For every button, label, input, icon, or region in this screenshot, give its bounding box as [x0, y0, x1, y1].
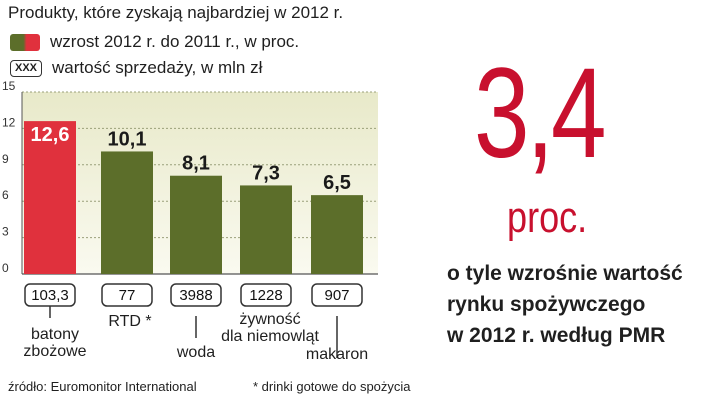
bar-value-label: 7,3 [252, 162, 280, 184]
legend-item-sales: XXX wartość sprzedaży, w mln zł [10, 58, 262, 78]
sales-value-box [101, 283, 153, 307]
y-tick-label: 3 [2, 225, 9, 239]
sales-value-label: 1228 [249, 287, 282, 304]
headline-caption-line: rynku spożywczego [447, 293, 646, 316]
category-label: żywność dla niemowląt [210, 311, 330, 345]
legend-label-growth: wzrost 2012 r. do 2011 r., w proc. [50, 32, 300, 51]
category-label: RTD * [70, 313, 190, 330]
category-label: makaron [277, 346, 397, 363]
y-tick-label: 15 [2, 79, 16, 93]
headline-caption-line: o tyle wzrośnie wartość [447, 262, 683, 285]
bar-value-label: 6,5 [323, 172, 351, 194]
y-tick-label: 9 [2, 152, 9, 166]
headline-unit: proc. [507, 193, 588, 242]
category-label-line: dla niemowląt [221, 328, 319, 345]
bar [101, 151, 153, 274]
y-tick-label: 6 [2, 188, 9, 202]
chart-title: Produkty, które zyskają najbardziej w 20… [8, 3, 344, 22]
bar [170, 175, 222, 274]
headline-number: 3,4 [474, 42, 607, 185]
bar [24, 121, 76, 275]
legend-box-sales: XXX [10, 59, 42, 77]
category-label-line: RTD * [108, 313, 152, 330]
legend-item-growth: wzrost 2012 r. do 2011 r., w proc. [10, 32, 299, 52]
sales-value-box [240, 283, 292, 307]
legend-label-sales: wartość sprzedaży, w mln zł [52, 58, 263, 77]
y-tick-label: 0 [2, 261, 9, 275]
bar-value-label: 8,1 [182, 153, 210, 175]
category-label-line: batony [30, 326, 80, 343]
bar-value-label: 10,1 [108, 128, 147, 150]
headline-caption-line: w 2012 r. według PMR [447, 324, 666, 347]
sales-value-box [170, 283, 222, 307]
sales-value-label: 77 [119, 287, 136, 304]
sales-value-label: 907 [324, 287, 349, 304]
bar-value-label: 12,6 [31, 124, 70, 146]
y-tick-label: 12 [2, 115, 16, 129]
footnote: * drinki gotowe do spożycia [253, 379, 411, 394]
category-label-line: makaron [305, 346, 369, 363]
category-label-line: woda [176, 344, 216, 361]
bar [311, 195, 363, 274]
legend-swatch-growth [10, 33, 40, 51]
sales-value-label: 3988 [179, 287, 212, 304]
category-label-line: żywność [239, 311, 301, 328]
sales-value-label: 103,3 [31, 287, 69, 304]
bar [240, 185, 292, 274]
category-label-line: zbożowe [23, 343, 87, 360]
source-note: źródło: Euromonitor International [8, 379, 197, 394]
category-label: woda [136, 344, 256, 361]
category-label: batony zbożowe [0, 326, 115, 360]
headline-caption: o tyle wzrośnie wartość rynku spożywczeg… [447, 258, 717, 351]
sales-value-box [311, 283, 363, 307]
